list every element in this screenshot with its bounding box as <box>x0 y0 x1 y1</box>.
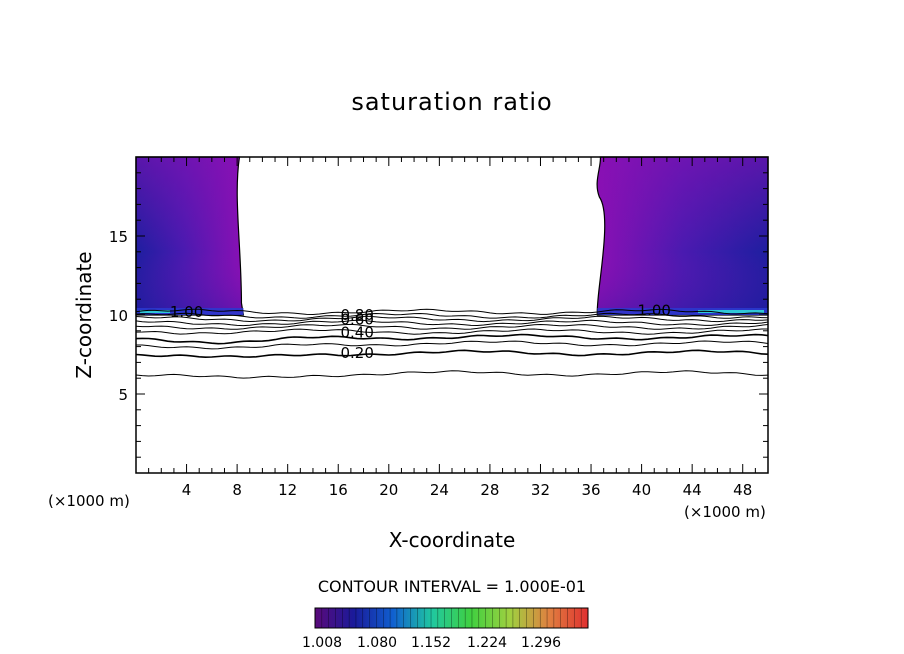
x-tick-label: 28 <box>480 481 499 499</box>
x-tick-label: 8 <box>232 481 242 499</box>
contour-line-0.1 <box>135 370 769 379</box>
colorbar-tick-label: 1.152 <box>411 635 451 651</box>
x-axis-label: X-coordinate <box>388 528 516 552</box>
contour-label: 0.40 <box>340 323 373 341</box>
region-cyan-left <box>140 310 170 313</box>
colorbar-tick-label: 1.224 <box>467 635 507 651</box>
contour-line-0.5 <box>135 328 768 335</box>
x-tick-label: 44 <box>683 481 702 499</box>
x-tick-label: 32 <box>531 481 550 499</box>
contour-line-1 <box>135 308 769 316</box>
y-tick-label: 10 <box>109 307 128 325</box>
x-unit-label-left: (×1000 m) <box>48 492 130 510</box>
contour-line-0.4 <box>135 333 769 345</box>
region-right-shade <box>597 157 768 315</box>
region-outline-left <box>135 156 245 316</box>
contour-line-0.7 <box>135 319 769 327</box>
contour-lines <box>135 308 769 379</box>
y-tick-label: 15 <box>109 228 128 246</box>
contour-line-0.9 <box>135 312 769 319</box>
contour-label: 1.00 <box>638 301 671 319</box>
contour-interval-text: CONTOUR INTERVAL = 1.000E-01 <box>317 577 587 596</box>
region-band-left <box>136 308 244 315</box>
x-tick-label: 12 <box>278 481 297 499</box>
colorbar: 1.008 1.080 1.152 1.224 1.296 <box>302 607 589 651</box>
contour-line-0.6 <box>135 323 769 330</box>
contour-label: 0.80 <box>340 306 373 324</box>
region-left-shade <box>136 157 244 315</box>
contour-line-0.2 <box>135 349 769 359</box>
x-tick-label: 20 <box>379 481 398 499</box>
x-tick-label: 24 <box>430 481 449 499</box>
contour-labels: 1.00 1.00 0.800.600.40 0.20 <box>170 301 671 362</box>
contour-line-0.8 <box>135 315 769 323</box>
colorbar-tick-label: 1.008 <box>302 635 342 651</box>
x-tick-label: 4 <box>182 481 192 499</box>
contour-label: 1.00 <box>170 303 203 321</box>
contour-line-0.3 <box>136 340 769 350</box>
x-tick-label: 40 <box>632 481 651 499</box>
colorbar-tick-label: 1.296 <box>521 635 561 651</box>
x-unit-label-right: (×1000 m) <box>684 503 766 521</box>
chart-title: saturation ratio <box>351 88 553 116</box>
y-tick-label: 5 <box>118 386 128 404</box>
region-cyan-right <box>698 310 764 313</box>
supersaturated-regions <box>135 156 769 316</box>
x-tick-label: 16 <box>329 481 348 499</box>
contour-label: 0.20 <box>340 344 373 362</box>
colorbar-tick-label: 1.080 <box>357 635 397 651</box>
x-tick-label: 36 <box>581 481 600 499</box>
contour-label: 0.60 <box>340 311 373 329</box>
x-tick-label: 48 <box>733 481 752 499</box>
y-axis-label: Z-coordinate <box>72 251 96 379</box>
